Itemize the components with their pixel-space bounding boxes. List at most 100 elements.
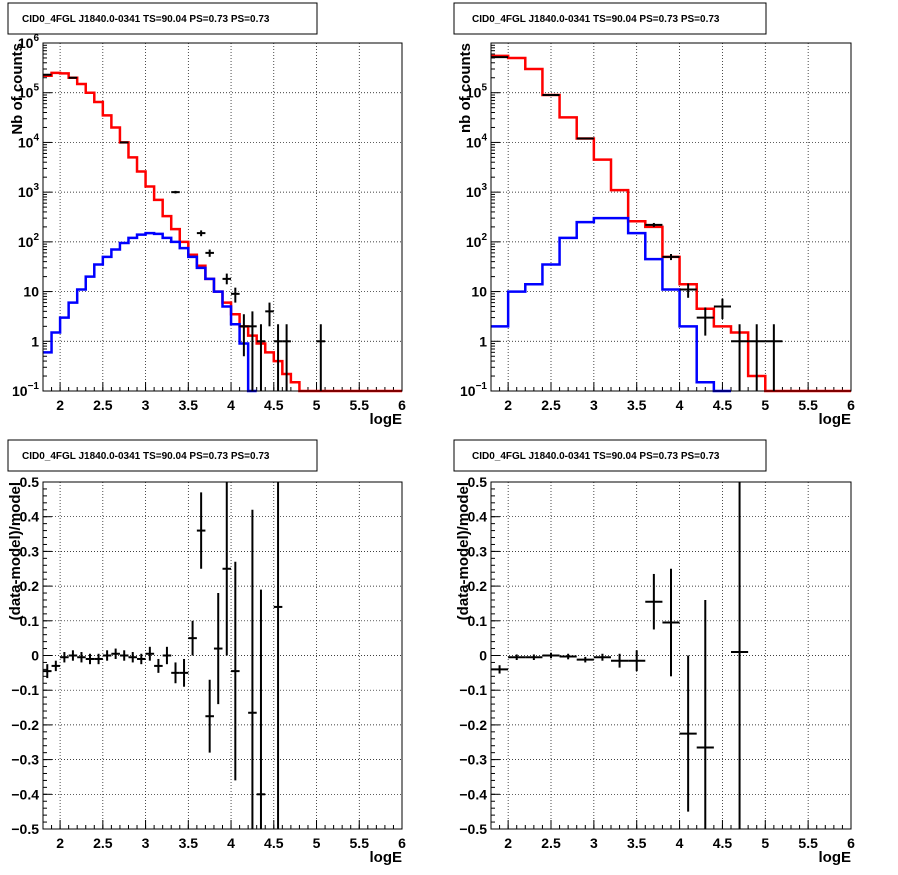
plot-frame — [42, 42, 403, 392]
y-tick-mantissa: 1 — [31, 333, 39, 349]
y-tick-exponent: 4 — [33, 132, 39, 143]
x-tick-label: 2 — [56, 835, 64, 851]
y-tick-exponent: 4 — [481, 132, 487, 143]
y-tick-exponent: 5 — [481, 83, 487, 94]
x-tick-label: 4.5 — [264, 397, 284, 413]
panel-title: CID0_4FGL J1840.0-0341 TS=90.04 PS=0.73 … — [472, 451, 720, 462]
y-tick-exponent: −1 — [28, 381, 40, 392]
y-tick-label: 104 — [18, 132, 40, 150]
y-tick-exponent: 2 — [481, 232, 487, 243]
x-tick-label: 6 — [398, 835, 406, 851]
x-tick-label: 2 — [504, 835, 512, 851]
y-tick-mantissa: 10 — [466, 234, 482, 250]
y-tick-label: 0.1 — [468, 613, 488, 629]
plot-background — [43, 43, 402, 391]
panel-residual-left: CID0_4FGL J1840.0-0341 TS=90.04 PS=0.73 … — [7, 439, 406, 866]
x-tick-label: 2.5 — [541, 397, 561, 413]
x-tick-label: 5 — [761, 835, 769, 851]
y-tick-label: 0.5 — [468, 474, 488, 490]
x-tick-label: 5 — [313, 397, 321, 413]
x-tick-label: 4 — [676, 397, 684, 413]
panel-counts-right: CID0_4FGL J1840.0-0341 TS=90.04 PS=0.73 … — [453, 2, 855, 428]
y-axis-label: nb of counts — [457, 43, 474, 133]
model-series-line — [491, 216, 731, 393]
y-tick-label: 0.4 — [20, 509, 40, 525]
y-tick-mantissa: 10 — [12, 383, 28, 399]
y-tick-exponent: 3 — [481, 182, 487, 193]
x-tick-label: 5.5 — [798, 397, 818, 413]
y-tick-label: 0.4 — [468, 509, 488, 525]
x-tick-label: 2 — [56, 397, 64, 413]
y-tick-label: 0.2 — [20, 578, 40, 594]
y-tick-label: −0.4 — [459, 786, 487, 802]
x-tick-label: 5.5 — [350, 397, 370, 413]
x-tick-label: 6 — [847, 397, 855, 413]
y-tick-mantissa: 1 — [479, 333, 487, 349]
plot-frame — [490, 42, 852, 392]
plot-background — [43, 482, 402, 829]
y-tick-label: 10−1 — [12, 381, 39, 399]
y-tick-label: 0.5 — [20, 474, 40, 490]
y-tick-mantissa: 10 — [18, 35, 34, 51]
x-tick-label: 5 — [313, 835, 321, 851]
y-tick-label: −0.2 — [459, 717, 487, 733]
panel-counts-left: CID0_4FGL J1840.0-0341 TS=90.04 PS=0.73 … — [7, 2, 406, 428]
y-tick-label: 106 — [18, 33, 40, 51]
y-tick-label: −0.5 — [459, 821, 487, 837]
y-tick-mantissa: 10 — [471, 284, 487, 300]
y-tick-label: 0 — [479, 648, 487, 664]
plot-area: 2 2.5 3 3.5 4 4.5 5 5.5 6 0.5 0.4 0.3 0.2 0.1 0 −0.1 −0.… — [459, 474, 855, 851]
y-tick-label: 0.1 — [20, 613, 40, 629]
y-tick-exponent: 3 — [33, 182, 39, 193]
y-tick-exponent: −1 — [476, 381, 488, 392]
x-tick-label: 4 — [676, 835, 684, 851]
x-tick-label: 5.5 — [798, 835, 818, 851]
y-axis-label: (data-model)/model — [455, 482, 472, 620]
y-tick-label: 103 — [466, 182, 488, 200]
title-box — [453, 439, 767, 472]
y-tick-label: 1 — [31, 333, 39, 349]
y-tick-mantissa: 10 — [466, 134, 482, 150]
x-axis-label: logE — [819, 411, 852, 428]
y-tick-label: 103 — [18, 182, 40, 200]
y-tick-exponent: 6 — [33, 33, 39, 44]
y-tick-label: −0.3 — [459, 752, 487, 768]
panel-title: CID0_4FGL J1840.0-0341 TS=90.04 PS=0.73 … — [22, 14, 270, 25]
y-tick-mantissa: 10 — [466, 85, 482, 101]
x-axis-label: logE — [819, 849, 852, 866]
y-tick-mantissa: 10 — [466, 184, 482, 200]
y-tick-label: −0.1 — [459, 682, 487, 698]
x-tick-label: 2 — [504, 397, 512, 413]
y-tick-label: 1 — [479, 333, 487, 349]
y-tick-label: −0.4 — [11, 786, 39, 802]
y-tick-label: −0.1 — [11, 682, 39, 698]
x-tick-label: 4.5 — [713, 835, 733, 851]
x-tick-label: 2.5 — [93, 397, 113, 413]
y-tick-exponent: 5 — [33, 83, 39, 94]
x-axis-label: logE — [370, 411, 403, 428]
x-tick-label: 3 — [142, 397, 150, 413]
y-tick-label: 10 — [471, 284, 487, 300]
x-tick-label: 3 — [590, 835, 598, 851]
y-tick-label: 0.3 — [468, 543, 488, 559]
x-tick-label: 4 — [227, 835, 235, 851]
y-tick-label: −0.3 — [11, 752, 39, 768]
x-tick-label: 6 — [398, 397, 406, 413]
y-tick-exponent: 2 — [33, 232, 39, 243]
y-tick-mantissa: 10 — [18, 134, 34, 150]
y-tick-mantissa: 10 — [23, 284, 39, 300]
y-tick-mantissa: 10 — [18, 85, 34, 101]
x-tick-label: 4.5 — [713, 397, 733, 413]
model-series-line — [43, 231, 257, 393]
x-tick-label: 3 — [142, 835, 150, 851]
y-tick-label: −0.2 — [11, 717, 39, 733]
x-tick-label: 4 — [227, 397, 235, 413]
x-tick-label: 3.5 — [627, 835, 647, 851]
plot-area: 2 2.5 3 3.5 4 4.5 5 5.5 6 0.5 0.4 0.3 0.2 0.1 0 −0.1 −0.… — [11, 474, 406, 851]
y-tick-label: 0.2 — [468, 578, 488, 594]
y-tick-label: 10 — [23, 284, 39, 300]
plot-frame — [490, 481, 852, 830]
